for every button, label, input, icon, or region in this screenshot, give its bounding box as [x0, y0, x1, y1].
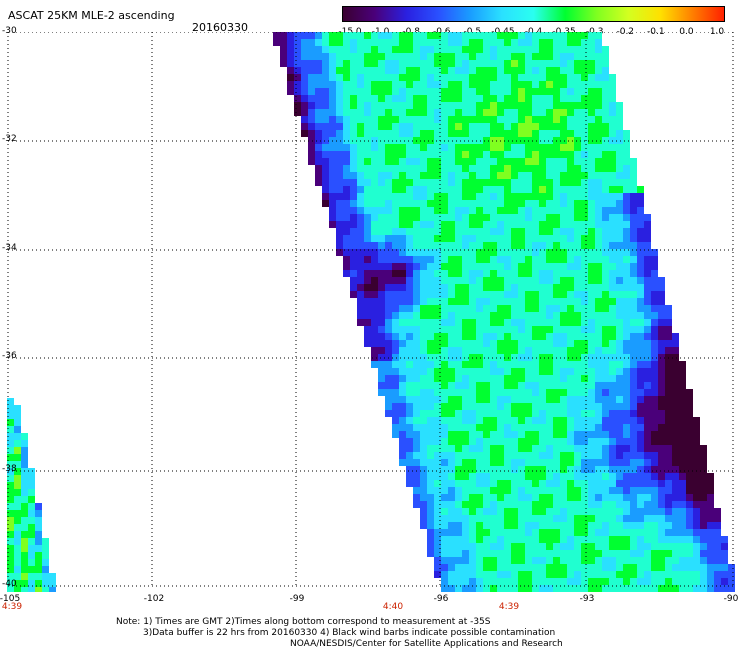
note-line-1: Note: 1) Times are GMT 2)Times along bot…	[116, 617, 491, 627]
note-line-3: NOAA/NESDIS/Center for Satellite Applica…	[290, 639, 563, 649]
lon-label: -105	[0, 594, 21, 604]
product-date: 20160330	[192, 21, 248, 34]
lat-label: -40	[2, 579, 17, 589]
lat-label: -30	[2, 26, 17, 36]
time-label: 4:40	[382, 602, 404, 612]
colorbar	[342, 6, 725, 22]
lon-label: -96	[433, 594, 449, 604]
lat-lon-grid	[7, 32, 734, 588]
lat-label: -32	[2, 134, 17, 144]
lon-label: -93	[579, 594, 595, 604]
lat-label: -34	[2, 243, 17, 253]
colorbar-tick-label: -0.2	[616, 27, 635, 37]
lon-label: -99	[289, 594, 305, 604]
lon-label: -102	[143, 594, 165, 604]
time-label: 4:39	[498, 602, 520, 612]
lon-label: -90	[723, 594, 739, 604]
swath-data	[7, 32, 735, 592]
lat-label: -36	[2, 351, 17, 361]
colorbar-tick-label: 0.0	[679, 27, 694, 37]
note-line-2: 3)Data buffer is 22 hrs from 20160330 4)…	[143, 628, 556, 638]
colorbar-tick-label: -0.1	[647, 27, 665, 37]
lat-label: -38	[2, 464, 17, 474]
time-label: 4:39	[1, 602, 23, 612]
map-plot	[7, 32, 735, 592]
product-title: ASCAT 25KM MLE-2 ascending	[8, 9, 175, 22]
